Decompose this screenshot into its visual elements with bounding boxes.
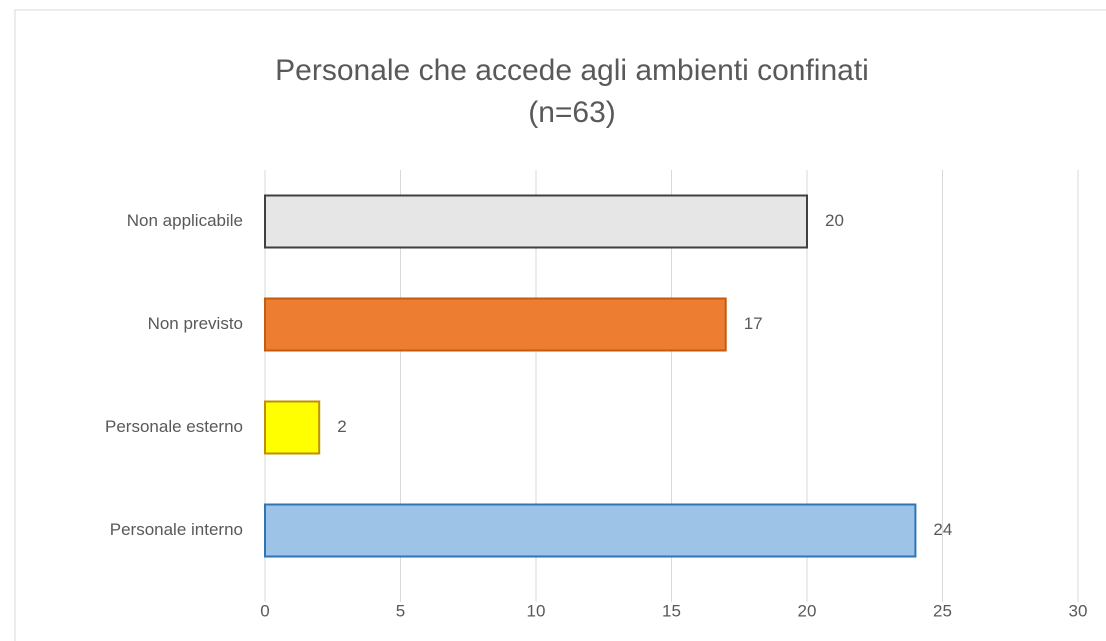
y-tick-label: Non applicabile bbox=[127, 211, 243, 230]
x-tick-label: 10 bbox=[527, 601, 546, 620]
bar bbox=[264, 194, 808, 249]
x-tick-label: 30 bbox=[1069, 601, 1088, 620]
y-tick-label: Personale interno bbox=[110, 520, 243, 539]
x-tick-label: 20 bbox=[798, 601, 817, 620]
chart-subtitle: (n=63) bbox=[528, 96, 616, 129]
bar bbox=[264, 297, 727, 352]
x-tick-label: 0 bbox=[260, 601, 269, 620]
x-tick-label: 5 bbox=[396, 601, 405, 620]
bar bbox=[264, 503, 917, 558]
x-tick-label: 25 bbox=[933, 601, 952, 620]
data-label: 20 bbox=[825, 211, 844, 230]
y-tick-label: Personale esterno bbox=[105, 417, 243, 436]
data-label: 17 bbox=[744, 314, 763, 333]
y-tick-label: Non previsto bbox=[148, 314, 243, 333]
chart-title: Personale che accede agli ambienti confi… bbox=[275, 54, 869, 87]
data-label: 24 bbox=[933, 520, 952, 539]
x-tick-label: 15 bbox=[662, 601, 681, 620]
data-label: 2 bbox=[337, 417, 346, 436]
bar bbox=[264, 400, 321, 455]
